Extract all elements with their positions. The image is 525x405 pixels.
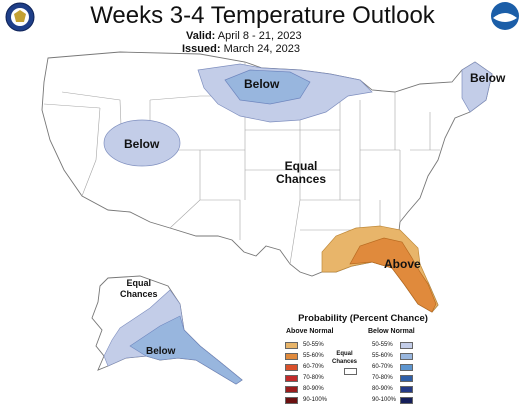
legend-equal-chances-label: Equal Chances [332,351,358,365]
valid-value: April 8 - 21, 2023 [217,30,302,42]
label-below-northeast: Below [470,71,506,85]
legend-above-range-2: 55-60% [303,353,324,359]
legend-above-range-6: 90-100% [303,397,328,403]
label-below-alaska: Below [146,346,176,357]
legend-below-range-2: 55-60% [372,353,393,359]
legend-title: Probability (Percent Chance) [298,313,428,324]
label-below-west: Below [124,137,160,151]
label-above-southeast: Above [384,257,421,271]
legend-above-range-5: 80-90% [303,386,324,392]
noaa-logo [491,2,519,30]
valid-dates: Valid: April 8 - 21, 2023 [186,30,302,42]
legend-below-range-5: 80-90% [372,386,393,392]
legend-below-range-3: 60-70% [372,364,393,370]
legend-below-range-4: 70-80% [372,375,393,381]
issued-label: Issued: [182,43,221,55]
swatch-below-55 [400,353,413,360]
swatch-below-60 [400,364,413,371]
swatch-above-80 [285,386,298,393]
legend-above-range-4: 70-80% [303,375,324,381]
above-southeast-inner [349,237,437,313]
legend-above-range-1: 50-55% [303,342,324,348]
commerce-seal-logo [5,2,35,32]
below-north-inner [224,69,311,105]
below-northeast-region [461,61,493,113]
legend-below-header: Below Normal [368,328,415,335]
label-below-north: Below [244,77,280,91]
swatch-below-90 [400,397,413,404]
swatch-equal-chances [344,368,357,375]
swatch-above-90 [285,397,298,404]
legend-above-range-3: 60-70% [303,364,324,370]
swatch-below-50 [400,342,413,349]
legend-below-range-1: 50-55% [372,342,393,348]
swatch-below-80 [400,386,413,393]
swatch-above-50 [285,342,298,349]
legend-below-range-6: 90-100% [372,397,397,403]
alaska-below-dark [129,315,243,385]
page-title: Weeks 3-4 Temperature Outlook [90,2,435,29]
below-west-region [103,119,181,167]
swatch-below-70 [400,375,413,382]
valid-label: Valid: [186,30,216,42]
issued-date: Issued: March 24, 2023 [182,43,300,55]
issued-value: March 24, 2023 [223,43,301,55]
label-equal-chances-conus: Equal Chances [276,159,327,186]
label-equal-chances-alaska: Equal Chances [120,278,158,299]
swatch-above-55 [285,353,298,360]
swatch-above-60 [285,364,298,371]
legend-above-header: Above Normal [286,328,334,335]
swatch-above-70 [285,375,298,382]
